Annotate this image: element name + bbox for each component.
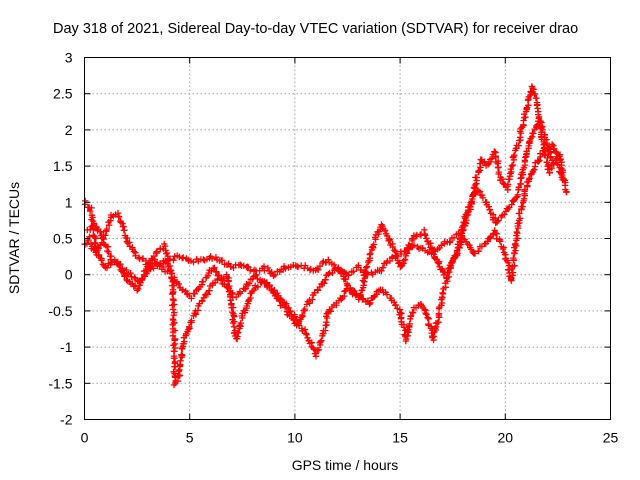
y-tick-label: 3 [65,50,73,66]
y-tick-label: -1.5 [48,375,72,391]
chart-title: Day 318 of 2021, Sidereal Day-to-day VTE… [53,21,578,37]
y-tick-label: 1.5 [53,158,73,174]
y-tick-label: -1 [60,339,73,355]
x-tick-label: 5 [186,430,194,446]
x-tick-label: 20 [498,430,514,446]
y-axis-label: SDTVAR / TECUs [6,182,22,294]
data-points [81,83,570,389]
axis-ticks [84,57,611,420]
grid [84,57,611,420]
series-trace-a [81,83,566,280]
y-tick-label: 0.5 [53,231,73,247]
x-tick-labels: 0 5 10 15 20 25 [81,430,619,446]
data-point-markers [81,83,566,280]
y-tick-label: 2.5 [53,86,73,102]
y-tick-label: 1 [65,194,73,210]
y-tick-label: 0 [65,267,73,283]
data-point-markers [84,118,564,329]
x-axis-label: GPS time / hours [292,457,399,473]
y-tick-labels: -2 -1.5 -1 -0.5 0 0.5 1 1.5 2 2.5 3 [48,50,72,428]
y-tick-label: -2 [60,412,73,428]
series-trace-c [84,118,564,329]
x-tick-label: 0 [81,430,89,446]
x-tick-label: 10 [287,430,303,446]
x-tick-label: 15 [392,430,408,446]
plot-frame [84,57,611,420]
x-tick-label: 25 [603,430,619,446]
y-tick-label: -0.5 [48,303,72,319]
y-tick-label: 2 [65,122,73,138]
